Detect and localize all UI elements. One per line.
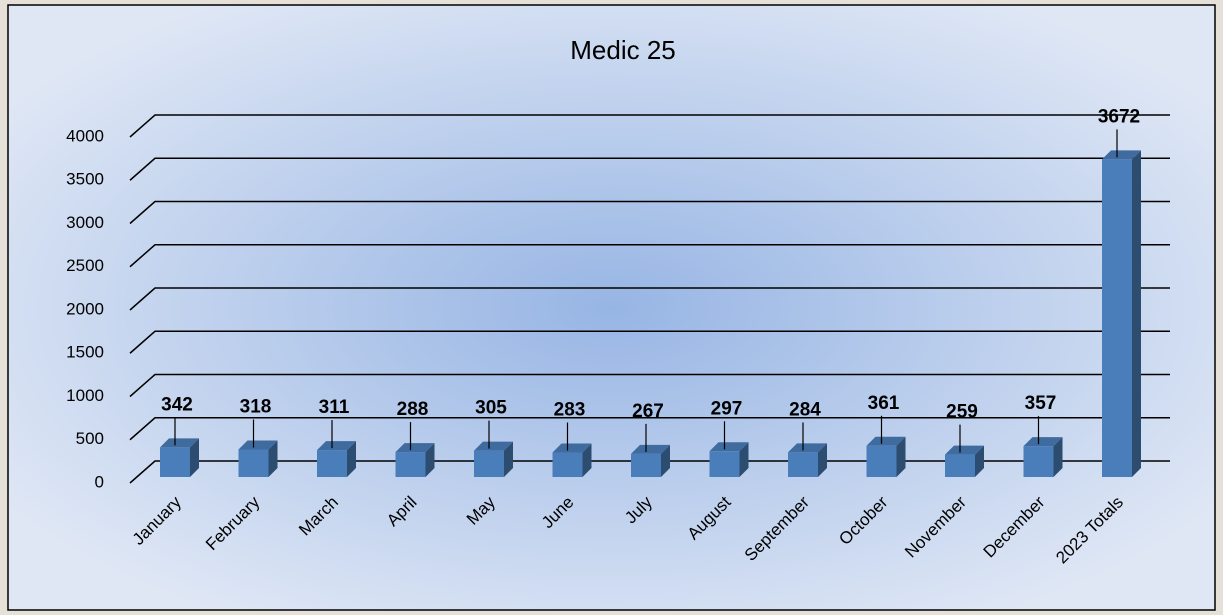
y-tick-label: 0	[95, 472, 104, 491]
data-label: 284	[789, 399, 821, 420]
y-tick-label: 1000	[66, 386, 104, 405]
bar-side	[425, 443, 435, 477]
bar-top	[474, 441, 513, 451]
bar-front	[945, 454, 975, 477]
data-label: 318	[240, 397, 272, 418]
bar	[552, 443, 592, 477]
grid-line	[129, 460, 1170, 484]
grid-line	[129, 373, 1170, 398]
grid-line	[129, 417, 1170, 441]
bar	[1102, 150, 1141, 477]
bar-side	[818, 443, 827, 477]
bar-front	[788, 452, 818, 477]
y-tick-label: 3000	[66, 213, 104, 232]
bar	[317, 441, 356, 477]
bar	[709, 442, 749, 477]
bar-side	[504, 441, 513, 477]
bar-side	[896, 436, 906, 477]
bar	[1023, 437, 1063, 477]
bar-top	[160, 438, 199, 448]
data-label: 342	[161, 394, 193, 415]
grid-line	[129, 200, 1170, 225]
data-label: 259	[946, 402, 978, 423]
bar-side	[582, 443, 592, 477]
data-label: 3672	[1098, 106, 1140, 127]
bar-top	[631, 444, 670, 454]
bar-top	[709, 442, 749, 452]
data-label: 288	[397, 399, 429, 420]
bar	[631, 444, 670, 477]
bar-top	[238, 440, 278, 450]
y-tick-label: 500	[76, 429, 104, 448]
data-label: 297	[711, 398, 743, 419]
bar-side	[739, 442, 749, 477]
bar-top	[866, 436, 906, 446]
bar-front	[1102, 159, 1132, 477]
grid-line	[129, 244, 1170, 268]
plot-background	[7, 4, 1216, 611]
bar-top	[788, 443, 827, 453]
y-tick-label: 2000	[66, 299, 104, 318]
y-tick-label: 4000	[66, 126, 104, 145]
bar	[788, 443, 827, 477]
bar-front	[552, 452, 583, 477]
grid-line	[129, 330, 1170, 354]
bar-front	[474, 450, 504, 477]
bar-front	[238, 449, 269, 477]
bar	[945, 445, 984, 477]
y-tick-label: 2500	[66, 256, 104, 275]
bar	[160, 438, 199, 477]
bar-top	[1023, 437, 1063, 447]
bar-side	[975, 445, 984, 477]
data-label: 283	[554, 400, 586, 421]
bar-side	[661, 444, 670, 477]
bar-front	[709, 451, 740, 477]
data-label: 305	[475, 398, 507, 419]
bar-side	[1132, 150, 1141, 477]
bar-front	[1023, 446, 1054, 477]
bar-front	[317, 450, 347, 477]
grid-line	[129, 157, 1170, 181]
bar-front	[160, 447, 190, 477]
grid-line	[129, 114, 1170, 138]
bar-top	[1102, 150, 1141, 160]
bar-top	[317, 441, 356, 451]
bar-front	[631, 453, 661, 477]
bar-top	[395, 443, 435, 453]
bar-side	[190, 438, 199, 477]
bar-front	[395, 452, 426, 477]
bar-top	[552, 443, 592, 453]
bar	[866, 436, 906, 477]
grid: 0 500 1000 1500 2000 2500 3000 3500 4000	[66, 114, 1170, 491]
chart-title: Medic 25	[570, 35, 676, 65]
grid-line	[129, 287, 1170, 311]
bar-side	[1053, 437, 1063, 477]
y-tick-label: 3500	[66, 170, 104, 189]
data-label: 311	[319, 397, 350, 418]
data-label: 267	[632, 401, 664, 422]
bar	[395, 443, 435, 477]
bar-front	[866, 445, 897, 477]
bar-top	[945, 445, 984, 455]
bar	[238, 440, 278, 477]
data-label: 357	[1025, 393, 1057, 414]
bar-side	[347, 441, 356, 477]
bar	[474, 441, 513, 477]
data-label: 361	[868, 393, 900, 414]
bars: 342 318 311 288 305 283 267 297 284 361 259 357 3672	[160, 106, 1141, 477]
y-tick-label: 1500	[66, 343, 104, 362]
bar-side	[268, 440, 278, 477]
